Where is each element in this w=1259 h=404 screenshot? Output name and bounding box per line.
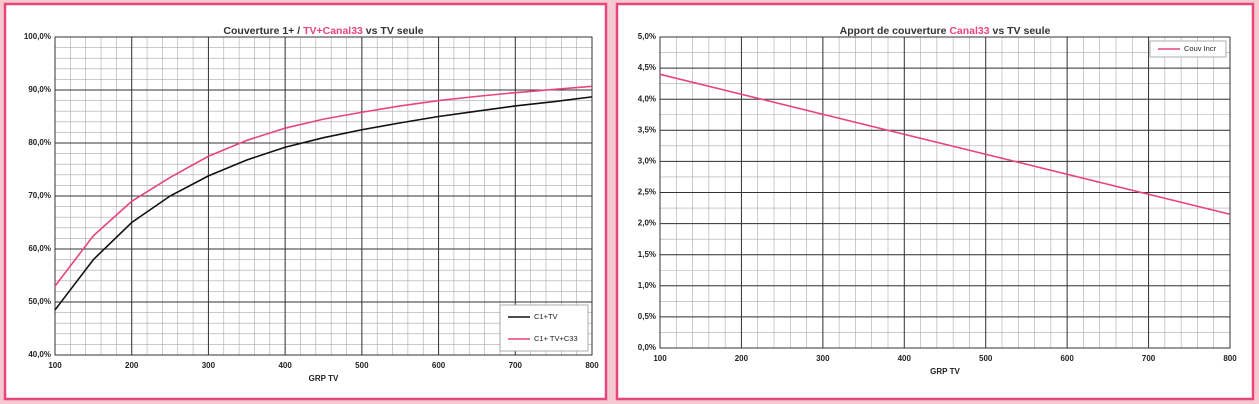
x-tick-label: 100 <box>48 361 62 370</box>
title-part: TV+Canal33 <box>303 25 363 37</box>
x-tick-label: 300 <box>816 354 830 363</box>
chart-title: Couverture 1+ / TV+Canal33 vs TV seule <box>223 25 423 37</box>
x-axis-label: GRP TV <box>309 374 339 383</box>
x-tick-label: 600 <box>1060 354 1074 363</box>
title-part: Apport de couverture <box>840 25 950 37</box>
chart-title: Apport de couverture Canal33 vs TV seule <box>840 25 1051 37</box>
title-part: vs TV seule <box>990 25 1051 37</box>
x-tick-label: 200 <box>735 354 749 363</box>
x-axis-label: GRP TV <box>930 367 960 376</box>
legend-label: C1+ TV+C33 <box>534 334 578 343</box>
legend-box <box>1149 40 1227 58</box>
y-tick-label: 2,5% <box>638 188 656 197</box>
y-tick-label: 4,5% <box>638 63 656 72</box>
y-tick-label: 2,0% <box>638 219 656 228</box>
x-tick-label: 700 <box>1142 354 1156 363</box>
y-tick-label: 80,0% <box>28 138 51 147</box>
y-tick-label: 3,5% <box>638 125 656 134</box>
series-line <box>659 73 1231 216</box>
y-tick-label: 70,0% <box>28 191 51 200</box>
legend-label: C1+TV <box>534 312 558 321</box>
title-part: Canal33 <box>949 25 989 37</box>
y-tick-label: 0,5% <box>638 312 656 321</box>
x-tick-label: 800 <box>585 361 599 370</box>
x-tick-label: 400 <box>278 361 292 370</box>
y-tick-label: 100,0% <box>24 32 51 41</box>
x-tick-label: 500 <box>355 361 369 370</box>
y-tick-label: 1,0% <box>638 281 656 290</box>
series-line <box>54 85 593 287</box>
title-part: vs TV seule <box>363 25 424 37</box>
y-tick-label: 50,0% <box>28 297 51 306</box>
y-tick-label: 5,0% <box>638 32 656 41</box>
x-tick-label: 600 <box>432 361 446 370</box>
y-tick-label: 3,0% <box>638 157 656 166</box>
x-tick-label: 700 <box>509 361 523 370</box>
x-tick-label: 300 <box>202 361 216 370</box>
legend-label: Couv Incr <box>1184 44 1217 53</box>
series-line <box>54 96 593 311</box>
x-tick-label: 800 <box>1223 354 1237 363</box>
y-tick-label: 4,0% <box>638 94 656 103</box>
y-tick-label: 1,5% <box>638 250 656 259</box>
y-tick-label: 90,0% <box>28 85 51 94</box>
x-tick-label: 100 <box>653 354 667 363</box>
y-tick-label: 40,0% <box>28 350 51 359</box>
y-tick-label: 60,0% <box>28 244 51 253</box>
x-tick-label: 200 <box>125 361 139 370</box>
x-tick-label: 500 <box>979 354 993 363</box>
title-part: Couverture 1+ / <box>223 25 303 37</box>
x-tick-label: 400 <box>898 354 912 363</box>
legend-box <box>499 304 589 352</box>
y-tick-label: 0,0% <box>638 343 656 352</box>
